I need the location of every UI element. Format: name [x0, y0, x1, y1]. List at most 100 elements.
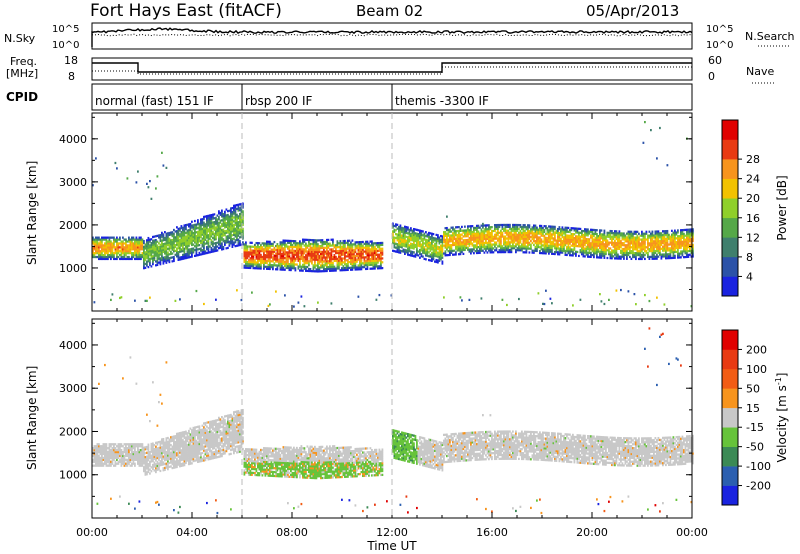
power-cell [234, 229, 237, 232]
power-cell [297, 259, 300, 262]
power-cell [668, 237, 670, 240]
power-cell [338, 265, 340, 268]
power-cell [416, 253, 418, 257]
power-cell [357, 266, 360, 269]
power-cell [162, 237, 165, 240]
power-cell [320, 246, 322, 250]
power-cell [606, 249, 609, 252]
power-cell [498, 231, 501, 234]
power-cell [417, 234, 420, 238]
power-cell [503, 239, 505, 242]
power-cell [630, 246, 633, 249]
power-cell [221, 242, 223, 245]
power-cell [636, 230, 639, 233]
power-cell [479, 249, 481, 253]
power-cell [149, 244, 151, 247]
power-cell [609, 229, 612, 233]
power-cell [354, 260, 357, 263]
power-cell [678, 252, 681, 255]
power-cell [207, 237, 210, 241]
power-cell [458, 239, 460, 242]
power-cell [470, 252, 472, 255]
power-cell [267, 248, 270, 251]
power-cell [377, 243, 379, 247]
power-cell [354, 268, 357, 271]
power-cell [573, 238, 576, 242]
power-cell [156, 254, 159, 257]
power-cell [536, 236, 538, 239]
power-cell [161, 245, 163, 248]
power-cell [324, 256, 327, 259]
power-cell [548, 233, 550, 236]
power-cell [497, 229, 499, 232]
power-cell [314, 266, 316, 269]
power-cell [164, 238, 166, 242]
power-cell [608, 233, 610, 236]
power-cell [138, 250, 141, 253]
power-cell [519, 231, 522, 234]
power-cell [552, 237, 555, 240]
power-cell [543, 246, 546, 249]
power-cell [417, 254, 420, 257]
power-cell [396, 248, 399, 252]
power-cell [425, 250, 427, 253]
power-cell [674, 254, 676, 257]
power-cell [608, 298, 610, 302]
power-cell [491, 249, 493, 252]
power-cell [149, 179, 151, 183]
power-cell [224, 241, 226, 244]
power-cell [453, 241, 456, 245]
power-cell [302, 255, 304, 259]
power-cell [422, 251, 424, 254]
power-cell [138, 236, 141, 239]
power-cell [540, 251, 543, 255]
power-cell [218, 225, 220, 228]
power-cell [563, 243, 565, 247]
power-cell [602, 243, 604, 246]
power-cell [347, 245, 349, 248]
power-cell [195, 244, 198, 247]
power-cell [644, 248, 646, 251]
power-cell [549, 239, 552, 242]
power-cell [278, 245, 280, 248]
power-cell [447, 242, 450, 245]
power-cell [399, 238, 402, 241]
power-cell [509, 233, 511, 236]
power-cell [446, 246, 448, 249]
power-cell [503, 247, 505, 250]
power-cell [633, 238, 636, 241]
power-cell [398, 245, 400, 248]
power-cell [222, 240, 225, 243]
power-cell [504, 241, 507, 244]
power-cell [449, 240, 451, 243]
power-cell [636, 234, 639, 237]
power-cell [375, 249, 378, 253]
power-cell [177, 233, 180, 236]
power-cell [483, 247, 486, 250]
power-cell [627, 242, 630, 245]
nsearch-tick-top: 10^5 [706, 24, 733, 35]
power-cell [348, 249, 351, 252]
power-cell [557, 253, 559, 256]
power-cell [647, 248, 649, 251]
power-cell [584, 249, 586, 252]
power-cell [152, 262, 154, 266]
power-cell [129, 250, 132, 253]
power-cell [560, 249, 562, 252]
power-cell [651, 242, 654, 245]
power-cell [209, 214, 211, 217]
power-cell [269, 242, 271, 245]
power-cell [344, 263, 346, 266]
power-cell [474, 236, 477, 239]
power-cell [276, 268, 279, 271]
power-cell [647, 246, 649, 249]
power-cell [533, 236, 535, 239]
power-cell [630, 232, 633, 235]
power-cell [183, 234, 186, 237]
power-cell [146, 256, 148, 259]
power-cell [398, 241, 400, 244]
power-cell [264, 244, 267, 247]
power-cell [333, 250, 336, 253]
power-cell [575, 250, 577, 253]
power-cell [168, 247, 171, 250]
